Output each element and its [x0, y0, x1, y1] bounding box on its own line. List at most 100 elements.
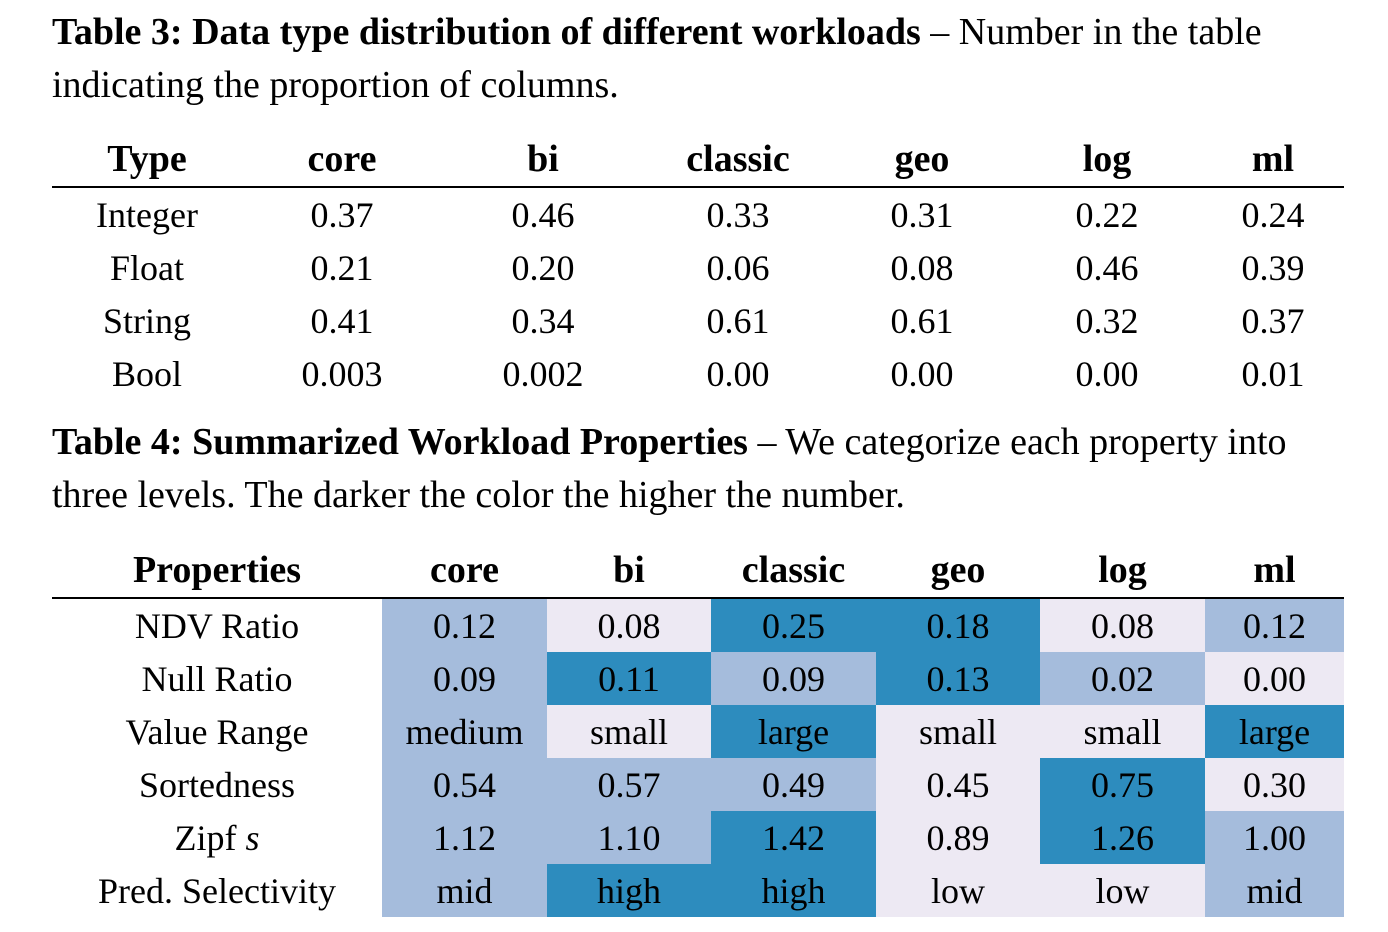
table-cell: 0.003 [301, 353, 383, 394]
table4-header: log [1040, 542, 1205, 599]
table-cell: 0.00 [706, 353, 770, 394]
heat-cell: 0.00 [1205, 652, 1344, 705]
heat-cell: 0.30 [1205, 758, 1344, 811]
table-row: Float 0.21 0.20 0.06 0.08 0.46 0.39 [52, 241, 1344, 294]
table-row: NDV Ratio 0.12 0.08 0.25 0.18 0.08 0.12 [52, 598, 1344, 652]
table-row: String 0.41 0.34 0.61 0.61 0.32 0.37 [52, 294, 1344, 347]
table3-header: core [242, 132, 442, 188]
heat-cell: 0.57 [547, 758, 711, 811]
heat-cell: large [1205, 705, 1344, 758]
table3-header: ml [1202, 132, 1344, 188]
table-cell: 0.46 [511, 194, 575, 235]
row-label: Sortedness [139, 764, 295, 805]
table-cell: 0.31 [890, 194, 954, 235]
heat-cell: 0.13 [876, 652, 1040, 705]
heat-cell: large [711, 705, 876, 758]
row-label-text: Zipf [174, 817, 237, 858]
heat-cell: small [547, 705, 711, 758]
row-label: NDV Ratio [134, 605, 300, 646]
heat-cell: 1.12 [382, 811, 547, 864]
heat-cell: 1.00 [1205, 811, 1344, 864]
heat-cell: 0.54 [382, 758, 547, 811]
table-cell: 0.61 [890, 300, 954, 341]
heat-cell: low [876, 864, 1040, 917]
table4-header: classic [711, 542, 876, 599]
row-label: String [102, 300, 191, 341]
table3-caption-title: Table 3: Data type distribution of diffe… [52, 11, 921, 53]
table4-header: geo [876, 542, 1040, 599]
table-row: Integer 0.37 0.46 0.33 0.31 0.22 0.24 [52, 187, 1344, 241]
table3-header: bi [442, 132, 644, 188]
heat-cell: mid [382, 864, 547, 917]
row-label: Zipf s [52, 811, 382, 864]
table-cell: 0.46 [1075, 247, 1139, 288]
table-cell: 0.24 [1241, 194, 1305, 235]
heat-cell: 0.25 [711, 598, 876, 652]
heat-cell: 0.09 [382, 652, 547, 705]
table-cell: 0.00 [890, 353, 954, 394]
table-row: Pred. Selectivity mid high high low low … [52, 864, 1344, 917]
table-cell: 0.61 [706, 300, 770, 341]
table-row: Bool 0.003 0.002 0.00 0.00 0.00 0.01 [52, 347, 1344, 400]
table-cell: 0.08 [890, 247, 954, 288]
heat-cell: small [1040, 705, 1205, 758]
table-cell: 0.37 [310, 194, 374, 235]
table3-header: log [1012, 132, 1202, 188]
heat-cell: 0.18 [876, 598, 1040, 652]
heat-cell: high [711, 864, 876, 917]
table3: Type core bi classic geo log ml Integer … [52, 132, 1344, 400]
heat-cell: medium [382, 705, 547, 758]
heat-cell: mid [1205, 864, 1344, 917]
table-cell: 0.06 [706, 247, 770, 288]
row-label: Float [109, 247, 184, 288]
table4-header: core [382, 542, 547, 599]
table-row: Null Ratio 0.09 0.11 0.09 0.13 0.02 0.00 [52, 652, 1344, 705]
table4-caption-title: Table 4: Summarized Workload Properties [52, 421, 748, 463]
table-cell: 0.37 [1241, 300, 1305, 341]
row-label: Null Ratio [141, 658, 293, 699]
heat-cell: 1.26 [1040, 811, 1205, 864]
table4-caption-text: – We categorize each property into three… [52, 421, 1287, 516]
table3-header-row: Type core bi classic geo log ml [52, 132, 1344, 188]
table4-header-row: Properties core bi classic geo log ml [52, 542, 1344, 599]
row-label: Bool [111, 353, 182, 394]
table4-header: bi [547, 542, 711, 599]
heat-cell: 0.49 [711, 758, 876, 811]
heat-cell: 0.08 [547, 598, 711, 652]
table-cell: 0.39 [1241, 247, 1305, 288]
table-cell: 0.002 [502, 353, 584, 394]
table-cell: 0.01 [1241, 353, 1305, 394]
heat-cell: 1.10 [547, 811, 711, 864]
table4-header: ml [1205, 542, 1344, 599]
table-cell: 0.33 [706, 194, 770, 235]
table-cell: 0.41 [310, 300, 374, 341]
table3-header: geo [832, 132, 1012, 188]
heat-cell: 0.09 [711, 652, 876, 705]
heat-cell: 0.11 [547, 652, 711, 705]
heat-cell: 0.02 [1040, 652, 1205, 705]
table3-header: classic [644, 132, 832, 188]
table3-caption-text: – Number in the table indicating the pro… [52, 11, 1262, 106]
heat-cell: 0.89 [876, 811, 1040, 864]
table4-caption: Table 4: Summarized Workload Properties … [52, 416, 1346, 522]
row-label: Value Range [125, 711, 309, 752]
heat-cell: 0.45 [876, 758, 1040, 811]
row-label: Pred. Selectivity [98, 870, 336, 911]
table-cell: 0.34 [511, 300, 575, 341]
table-row: Zipf s 1.12 1.10 1.42 0.89 1.26 1.00 [52, 811, 1344, 864]
table4-header: Properties [52, 542, 382, 599]
heat-cell: low [1040, 864, 1205, 917]
heat-cell: 0.08 [1040, 598, 1205, 652]
heat-cell: 0.12 [382, 598, 547, 652]
table3-caption: Table 3: Data type distribution of diffe… [52, 6, 1346, 112]
table3-header: Type [52, 132, 242, 188]
row-label: Integer [96, 194, 198, 235]
table-row: Sortedness 0.54 0.57 0.49 0.45 0.75 0.30 [52, 758, 1344, 811]
table-cell: 0.21 [310, 247, 374, 288]
heat-cell: 1.42 [711, 811, 876, 864]
table-cell: 0.22 [1075, 194, 1139, 235]
heat-cell: 0.75 [1040, 758, 1205, 811]
table4: Properties core bi classic geo log ml ND… [52, 542, 1344, 917]
table-row: Value Range medium small large small sma… [52, 705, 1344, 758]
